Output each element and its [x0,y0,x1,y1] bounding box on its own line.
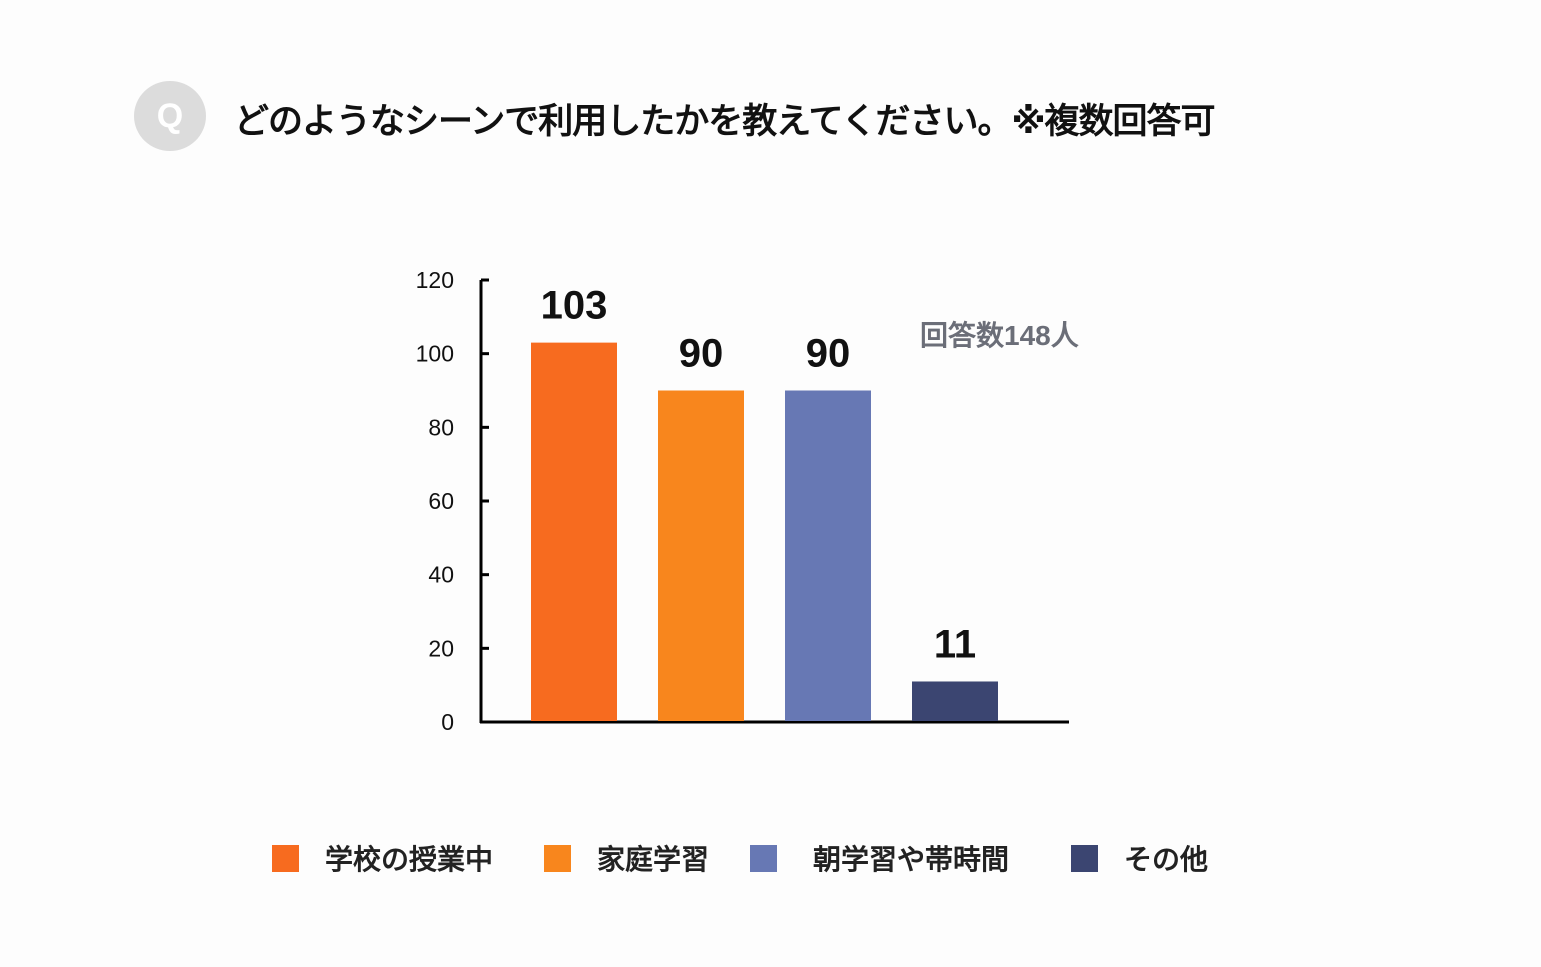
legend-label: 家庭学習 [597,843,710,876]
y-tick-label: 0 [441,709,454,735]
legend-swatch [750,844,777,872]
question-badge: Q [134,81,206,151]
data-label: 11 [934,622,976,666]
respondent-count: 回答数148人 [920,320,1079,351]
y-tick-label: 60 [428,488,454,514]
data-label: 103 [541,284,608,328]
legend-item: 学校の授業中 [272,838,493,878]
y-tick-label: 20 [428,635,454,661]
legend-swatch [1071,844,1098,872]
y-tick-label: 120 [416,267,454,293]
bar [531,342,617,721]
legend-label: 学校の授業中 [325,843,494,876]
y-tick-label: 80 [428,414,454,440]
legend-item: 朝学習や帯時間 [750,838,1009,878]
bar [912,681,998,721]
legend-swatch [544,844,571,872]
legend-label: その他 [1124,843,1209,876]
data-label: 90 [679,332,724,376]
y-tick-label: 40 [428,562,454,588]
bar [658,390,744,721]
legend-swatch [272,844,299,872]
y-tick-label: 100 [416,341,454,367]
legend-item: その他 [1071,838,1208,878]
legend-item: 家庭学習 [544,838,709,878]
bar [785,390,871,721]
data-label: 90 [806,332,851,376]
legend-label: 朝学習や帯時間 [813,843,1010,876]
question-title: どのようなシーンで利用したかを教えてください。※複数回答可 [234,102,1215,142]
